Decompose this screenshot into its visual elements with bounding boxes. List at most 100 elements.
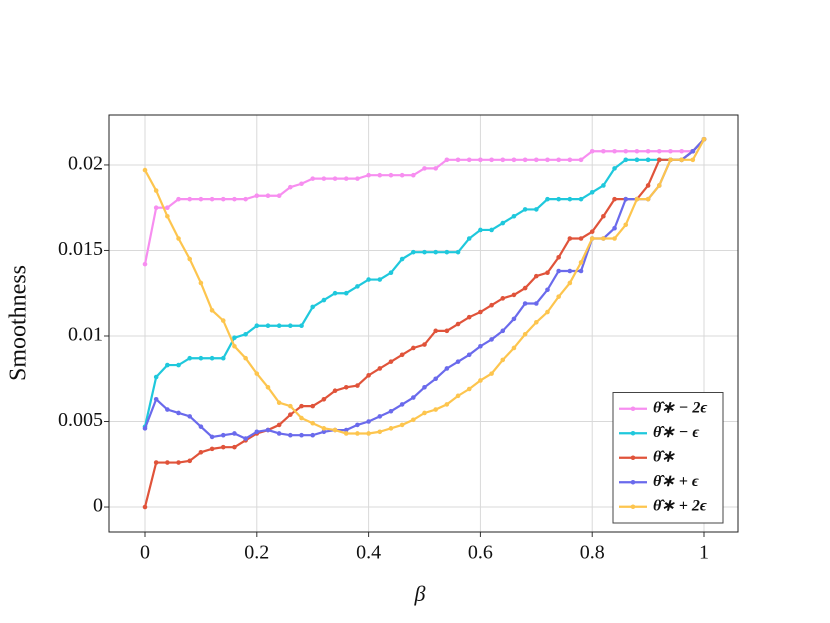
point xyxy=(220,355,226,361)
point xyxy=(511,316,517,322)
point xyxy=(545,270,550,276)
x-tick-label: 0.6 xyxy=(468,542,493,564)
point xyxy=(422,342,427,347)
point xyxy=(556,294,561,299)
point xyxy=(455,249,461,255)
y-tick-label: 0.01 xyxy=(68,324,103,346)
point xyxy=(433,407,438,412)
point xyxy=(567,196,573,202)
x-tick-label: 0 xyxy=(140,542,150,564)
point xyxy=(355,383,360,388)
point xyxy=(489,302,494,308)
point xyxy=(444,366,450,371)
point xyxy=(511,213,517,219)
point xyxy=(355,431,360,436)
point xyxy=(332,290,338,296)
point xyxy=(321,396,327,402)
point xyxy=(310,432,316,438)
point xyxy=(243,436,248,441)
point xyxy=(534,301,539,306)
point xyxy=(209,355,215,361)
point xyxy=(444,157,450,163)
point xyxy=(299,415,304,421)
point xyxy=(399,172,405,178)
point xyxy=(153,374,159,380)
point xyxy=(299,403,304,409)
point xyxy=(388,270,394,276)
point xyxy=(534,207,539,212)
x-tick-label: 0.2 xyxy=(244,542,269,564)
point xyxy=(522,207,528,212)
point xyxy=(265,427,271,433)
series-line xyxy=(143,138,705,265)
y-tick-label: 0 xyxy=(93,495,103,517)
point xyxy=(466,314,472,320)
point xyxy=(612,236,617,241)
point xyxy=(142,167,148,173)
point xyxy=(399,402,405,407)
point xyxy=(478,227,483,233)
point xyxy=(176,410,181,416)
point xyxy=(567,280,573,286)
point xyxy=(411,249,416,255)
point xyxy=(522,157,528,163)
point xyxy=(288,432,293,438)
point xyxy=(187,414,193,419)
point xyxy=(310,420,316,426)
point xyxy=(243,355,248,361)
point xyxy=(176,196,181,202)
point xyxy=(310,403,316,409)
point xyxy=(489,227,494,233)
point xyxy=(165,213,170,219)
point xyxy=(578,196,584,202)
point xyxy=(366,277,371,282)
point xyxy=(142,426,148,431)
point xyxy=(634,196,640,202)
point xyxy=(511,345,517,351)
point xyxy=(433,328,438,334)
point xyxy=(366,373,371,378)
point xyxy=(511,292,517,298)
point xyxy=(209,308,215,313)
point xyxy=(153,188,159,193)
point xyxy=(589,148,595,154)
point xyxy=(578,260,584,265)
point xyxy=(198,280,204,286)
point xyxy=(343,290,349,296)
point xyxy=(198,424,204,429)
point xyxy=(455,321,461,327)
point xyxy=(478,378,483,383)
legend-label: θ̂∗ + ϵ xyxy=(653,473,699,490)
point xyxy=(668,148,673,154)
point xyxy=(489,157,494,163)
point xyxy=(165,460,170,465)
point xyxy=(623,157,629,163)
point xyxy=(209,434,215,440)
point xyxy=(332,388,338,394)
point xyxy=(165,205,170,211)
point xyxy=(545,309,550,315)
y-axis-label: Smoothness xyxy=(6,265,32,381)
point xyxy=(567,236,573,241)
point xyxy=(399,422,405,428)
point xyxy=(399,352,405,358)
point xyxy=(377,414,383,419)
point xyxy=(276,323,282,329)
point xyxy=(209,196,215,202)
point xyxy=(198,355,204,361)
point xyxy=(187,458,193,464)
point xyxy=(209,446,215,452)
point xyxy=(332,176,338,181)
point xyxy=(701,136,707,142)
point xyxy=(254,193,260,199)
point xyxy=(411,417,416,423)
point xyxy=(455,393,461,399)
point xyxy=(500,357,506,363)
legend-marker xyxy=(630,406,636,412)
point xyxy=(589,236,595,241)
point xyxy=(634,157,640,163)
point xyxy=(265,323,271,329)
point xyxy=(433,249,438,255)
point xyxy=(578,268,584,274)
